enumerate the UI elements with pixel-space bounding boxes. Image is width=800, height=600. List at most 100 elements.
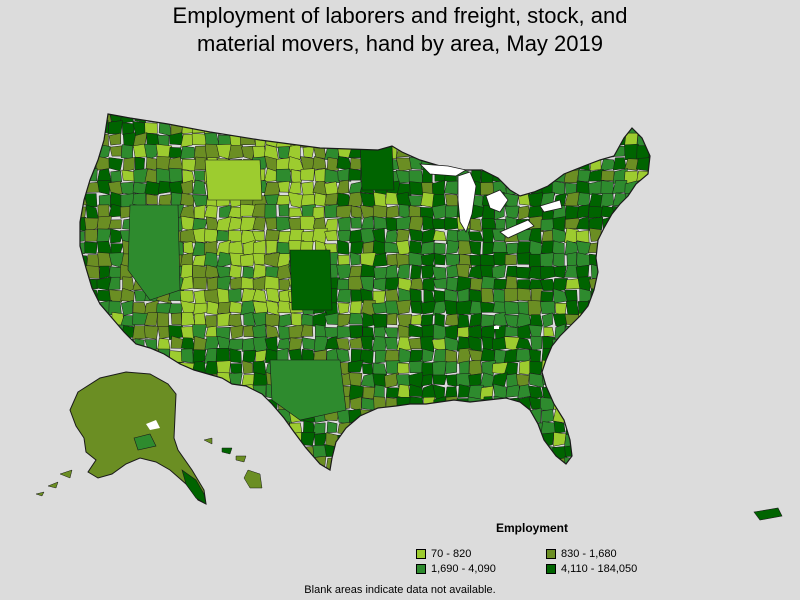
area-cell	[239, 253, 256, 267]
area-cell	[110, 170, 123, 183]
area-cell	[457, 132, 472, 146]
area-cell	[611, 326, 628, 340]
area-cell	[108, 132, 122, 146]
area-cell	[194, 457, 208, 470]
area-cell	[300, 230, 315, 243]
area-cell	[601, 350, 616, 363]
area-cell	[504, 144, 519, 160]
area-cell	[623, 204, 640, 220]
aleutian-islands	[35, 469, 73, 497]
area-cell	[443, 456, 461, 470]
area-cell	[254, 420, 268, 434]
area-cell	[252, 216, 267, 232]
area-cell	[624, 361, 640, 374]
area-cell	[647, 182, 650, 195]
area-cell	[421, 228, 436, 244]
area-cell	[575, 230, 590, 244]
area-cell	[193, 387, 207, 397]
area-cell	[385, 387, 400, 399]
area-cell	[158, 348, 170, 363]
area-cell	[301, 458, 316, 470]
area-cell	[179, 384, 195, 400]
area-cell	[277, 180, 290, 193]
area-cell	[263, 182, 281, 196]
area-cell	[613, 264, 629, 280]
area-cell	[180, 134, 196, 148]
area-cell	[242, 360, 253, 374]
area-cell	[312, 227, 328, 245]
area-cell	[407, 114, 424, 122]
area-cell	[576, 396, 591, 412]
area-cell	[373, 277, 387, 292]
area-cell	[457, 326, 472, 338]
area-cell	[360, 263, 376, 279]
area-cell	[395, 423, 412, 435]
area-cell	[506, 131, 521, 147]
area-cell	[311, 120, 326, 135]
area-cell	[96, 313, 111, 327]
area-cell	[589, 133, 602, 147]
area-cell	[517, 323, 531, 339]
area-cell	[80, 144, 89, 159]
area-cell	[97, 179, 111, 195]
area-cell	[467, 157, 484, 170]
lake-michigan	[457, 171, 477, 233]
area-cell	[204, 114, 220, 124]
area-cell	[467, 120, 483, 136]
area-cell	[481, 336, 495, 351]
area-cell	[482, 121, 497, 136]
area-cell	[181, 408, 194, 422]
area-cell	[194, 398, 208, 412]
area-cell	[98, 194, 112, 207]
area-cell	[300, 120, 315, 135]
area-cell	[540, 114, 556, 121]
legend-label-1: 70 - 820	[431, 547, 472, 560]
area-cell	[421, 348, 434, 363]
area-cell	[553, 468, 566, 470]
area-cell	[483, 432, 497, 449]
area-cell	[492, 443, 508, 460]
area-cell	[636, 422, 650, 436]
area-cell	[469, 312, 482, 328]
area-cell	[83, 350, 100, 365]
area-cell	[432, 409, 448, 423]
area-cell	[577, 192, 591, 207]
area-cell	[635, 157, 650, 172]
hawaii-big-island	[243, 469, 263, 489]
area-cell	[625, 350, 640, 364]
area-cell	[420, 264, 436, 279]
area-cell	[636, 240, 650, 256]
area-cell	[636, 170, 650, 182]
area-cell	[516, 288, 532, 302]
area-cell	[515, 445, 532, 457]
area-cell	[420, 336, 435, 353]
area-cell	[420, 444, 435, 460]
area-cell	[432, 360, 447, 377]
area-cell	[503, 288, 520, 303]
area-cell	[277, 458, 292, 470]
area-cell	[600, 143, 616, 158]
area-cell	[648, 239, 650, 255]
area-cell	[600, 384, 615, 399]
area-cell	[386, 457, 399, 470]
area-cell	[156, 114, 172, 124]
area-cell	[600, 205, 615, 219]
area-cell	[80, 156, 89, 172]
area-cell	[457, 313, 470, 328]
area-cell	[577, 114, 592, 124]
area-cell	[455, 300, 472, 315]
area-cell	[216, 143, 232, 160]
area-cell	[517, 179, 530, 196]
area-cell	[517, 169, 532, 182]
area-cell	[444, 121, 459, 135]
area-cell	[385, 420, 400, 436]
area-cell	[635, 360, 650, 374]
area-cell	[84, 229, 98, 242]
area-cell	[397, 432, 412, 446]
area-cell	[278, 468, 292, 470]
area-cell	[73, 471, 88, 483]
area-cell	[324, 168, 340, 183]
area-cell	[420, 433, 435, 447]
area-cell	[469, 471, 483, 484]
area-cell	[84, 143, 99, 160]
